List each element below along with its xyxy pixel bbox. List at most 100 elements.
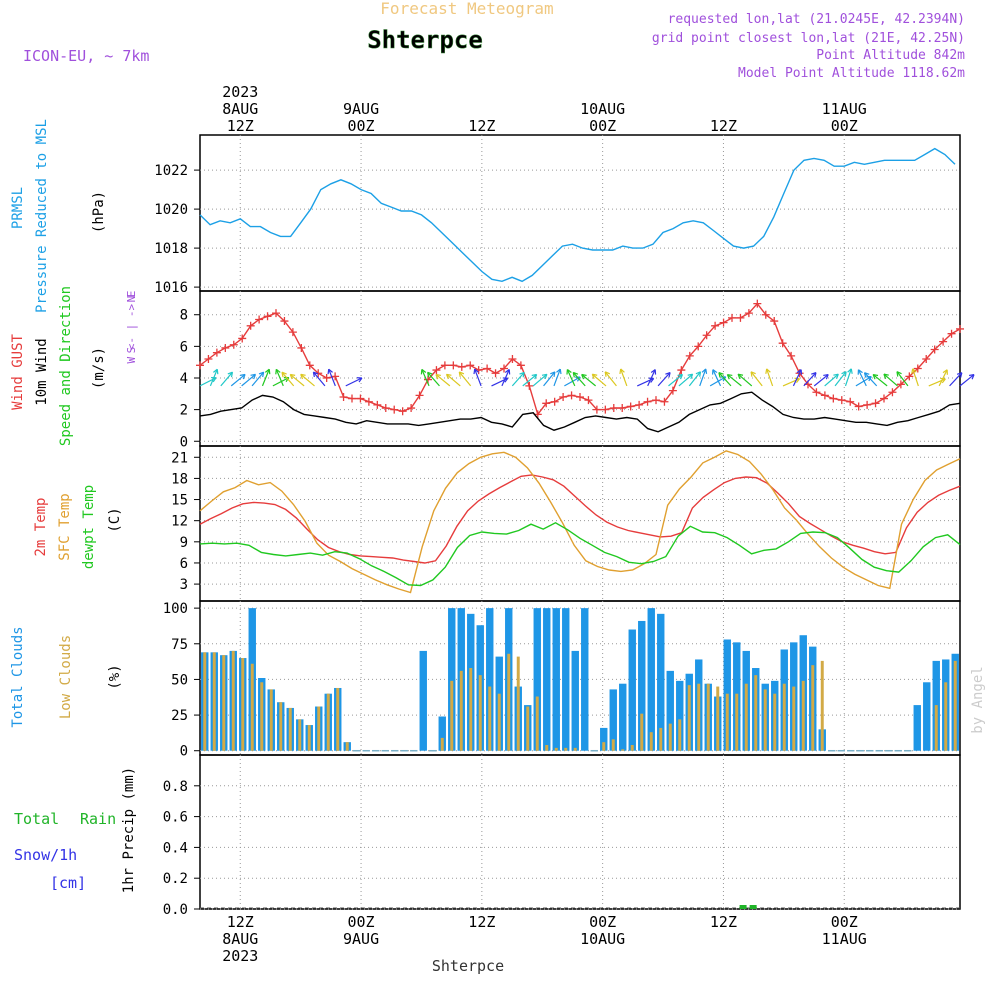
gust-marker xyxy=(812,388,821,397)
total-label: Total xyxy=(14,810,59,828)
gust-marker xyxy=(880,394,888,403)
wind-direction-arrow xyxy=(750,371,763,387)
y-tick-label: 15 xyxy=(171,493,188,509)
wind-direction-arrow xyxy=(572,372,586,387)
closest-coords: grid point closest lon,lat (21E, 42.25N) xyxy=(652,31,965,46)
wind-direction-arrow xyxy=(281,371,295,387)
low-cloud-bar xyxy=(573,747,577,751)
low-cloud-bar xyxy=(203,652,207,751)
panel-frame xyxy=(199,600,961,756)
pressure-label-2: Pressure Reduced to MSL xyxy=(34,119,50,313)
wind-direction-arrow xyxy=(289,373,305,387)
y-tick-label: 18 xyxy=(171,471,188,487)
pressure-unit-label: (hPa) xyxy=(91,191,107,233)
gust-marker xyxy=(702,331,711,340)
clouds-panel: 0 25 50 75 100 Total Clouds Low Clouds (%) xyxy=(10,600,961,760)
wind-arrow-head xyxy=(677,373,684,380)
gust-label: Wind GUST xyxy=(10,334,26,410)
low-cloud-bar xyxy=(250,663,254,751)
total-clouds-label: Total Clouds xyxy=(10,626,26,727)
total-cloud-bar xyxy=(638,620,646,751)
low-cloud-bar xyxy=(649,732,653,751)
low-cloud-bar xyxy=(602,742,606,751)
direction-label: Speed and Direction xyxy=(58,286,74,446)
gust-marker xyxy=(677,366,686,375)
wind-arrow-head xyxy=(604,371,611,377)
y-tick-label: 0.2 xyxy=(163,871,188,887)
low-cloud-bar xyxy=(535,696,539,751)
gust-marker xyxy=(685,351,694,360)
bottom-time-label: 11AUG xyxy=(822,930,867,948)
low-cloud-bar xyxy=(260,682,264,751)
top-time-label: 9AUG xyxy=(343,100,379,118)
gust-marker xyxy=(246,321,255,330)
low-cloud-bar xyxy=(497,693,501,751)
wind-direction-arrow xyxy=(727,374,742,387)
y-tick-label: 1020 xyxy=(154,202,188,218)
rain-bar xyxy=(739,905,747,909)
wind-direction-arrow xyxy=(959,374,975,387)
wind-direction-arrow xyxy=(688,371,701,387)
gust-marker xyxy=(483,364,492,373)
wind-direction-arrow xyxy=(209,369,218,387)
low-cloud-bar xyxy=(326,693,330,751)
bottom-time-label: 12Z xyxy=(468,913,495,931)
temp-unit-label: (C) xyxy=(107,507,123,532)
wind-direction-arrow xyxy=(532,373,548,387)
wind-arrow-head xyxy=(737,373,744,380)
gust-marker xyxy=(466,361,475,370)
low-cloud-bar xyxy=(317,706,321,751)
bottom-time-label: 00Z xyxy=(831,913,858,931)
wind-direction-arrow xyxy=(543,371,556,387)
compass-we: W <- | -> E xyxy=(125,291,138,364)
y-tick-label: 1016 xyxy=(154,280,188,296)
gust-marker xyxy=(846,397,855,406)
gust-marker xyxy=(204,355,213,364)
gust-marker xyxy=(601,405,610,414)
gust-marker xyxy=(778,339,787,348)
footer-location: Shterpce xyxy=(432,957,504,975)
low-cloud-bar xyxy=(231,650,235,751)
wind-direction-arrow xyxy=(824,373,839,387)
wind-arrow-head xyxy=(619,368,625,375)
gust-marker xyxy=(820,391,829,400)
wind-arrow-head xyxy=(289,373,296,380)
bottom-time-label: 2023 xyxy=(222,947,258,965)
temp-line-0 xyxy=(199,474,961,564)
wind-direction-arrow xyxy=(230,373,246,387)
wind-direction-arrow xyxy=(857,369,867,387)
low-cloud-bar xyxy=(659,727,663,751)
gust-marker xyxy=(761,310,770,319)
low-cloud-bar xyxy=(507,653,511,751)
low-cloud-bar xyxy=(640,713,644,751)
gust-marker xyxy=(618,404,627,413)
gust-marker xyxy=(500,364,508,373)
wind-direction-arrow xyxy=(345,377,363,387)
gust-marker xyxy=(753,299,762,308)
wind-direction-arrow xyxy=(581,374,596,387)
gust-marker xyxy=(297,343,306,352)
gust-marker xyxy=(212,348,221,357)
snow-label: Snow/1h xyxy=(14,846,77,864)
wind-arrow-head xyxy=(872,373,879,380)
wind-direction-arrow xyxy=(668,374,683,387)
wind-direction-arrow xyxy=(435,374,451,387)
gust-marker xyxy=(440,361,449,370)
wind-panel: 0 2 4 6 8 Wind GUST 10m Wind Speed and Directio… xyxy=(10,286,975,450)
y-tick-label: 75 xyxy=(171,637,188,653)
gust-marker xyxy=(508,355,517,364)
gust-marker xyxy=(491,369,500,378)
point-altitude: Point Altitude 842m xyxy=(816,48,965,63)
wind-arrow-head xyxy=(695,371,702,377)
low-cloud-bar xyxy=(668,723,672,751)
wind-direction-arrow xyxy=(511,372,525,387)
low-cloud-bar xyxy=(336,687,340,751)
low-cloud-bar xyxy=(934,705,938,751)
low-clouds-label: Low Clouds xyxy=(58,635,74,719)
wind-arrow-head xyxy=(712,369,718,375)
pressure-line xyxy=(199,147,956,283)
total-cloud-bar xyxy=(486,608,494,751)
low-cloud-bar xyxy=(953,660,957,751)
top-time-label: 10AUG xyxy=(580,100,625,118)
